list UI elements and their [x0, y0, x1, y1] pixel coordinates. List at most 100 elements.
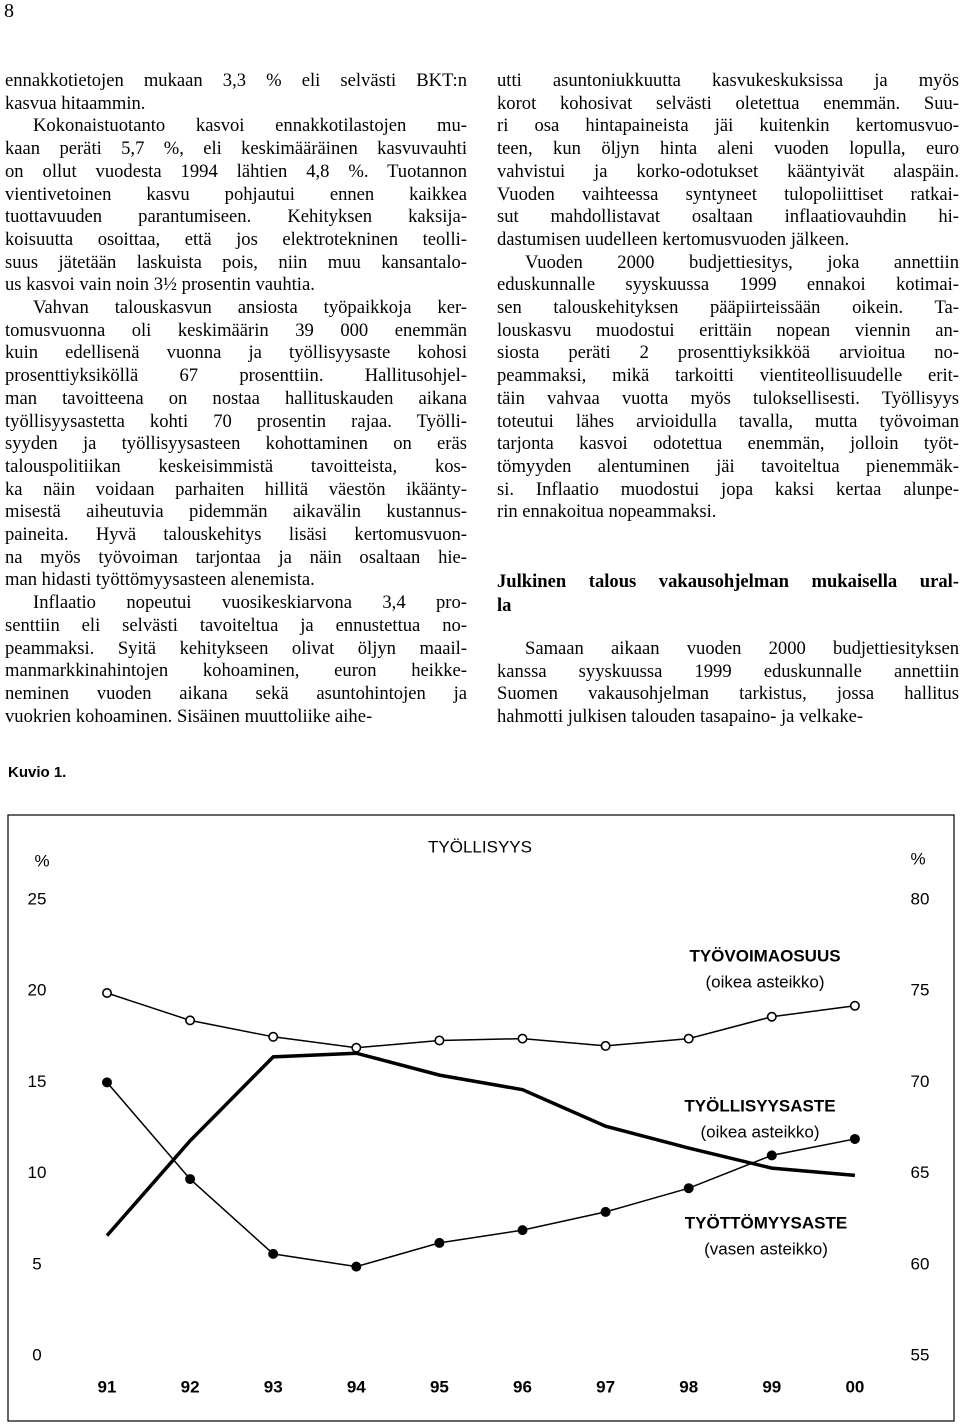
- y-tick-label: 15: [28, 1072, 47, 1091]
- text-line: Samaan aikaan vuoden 2000 budjettiesityk…: [525, 638, 959, 659]
- text-line: Vuoden vaihteessa syntyneet tulopoliitti…: [497, 183, 959, 205]
- y2-tick-label: 80: [911, 889, 930, 908]
- text-line: sen talouskehityksen pääpiirteissään oik…: [497, 297, 959, 318]
- text-line: kaan peräti 5,7 %, eli keskimääräinen ka…: [5, 138, 467, 160]
- y2-tick-label: 65: [911, 1163, 930, 1182]
- text-line: us kasvoi vain noin 3½ prosentin vauhtia…: [5, 274, 315, 296]
- data-point: [268, 1248, 279, 1259]
- text-line: ri osa hintapaineista jäi kuitenkin kert…: [497, 115, 959, 137]
- text-line: Vuoden 2000 budjettiesitys, joka annetti…: [525, 251, 959, 273]
- y-tick-label: 5: [32, 1254, 41, 1273]
- data-point: [600, 1206, 611, 1217]
- chart-title: TYÖLLISYYS: [428, 837, 532, 856]
- text-line: eduskunnalle syyskuussa 1999 ennakoi kot…: [497, 274, 959, 296]
- text-line: siosta peräti 2 prosenttiyksikköä arvioi…: [497, 342, 959, 364]
- data-point: [849, 1133, 860, 1144]
- text-line: na myös työvoiman tarjontaa ja näin osal…: [5, 546, 467, 568]
- x-tick-label: 00: [845, 1377, 864, 1396]
- text-line: senttiin eli selvästi tavoiteltua ja enn…: [5, 614, 467, 636]
- series-label: TYÖVOIMAOSUUS: [689, 946, 840, 965]
- y2-tick-label: 70: [911, 1072, 930, 1091]
- series-line: [105, 1051, 856, 1237]
- y2-axis-label: %: [910, 849, 925, 868]
- x-tick-label: 91: [98, 1377, 117, 1396]
- text-line: tomusvuonna oli keskimäärin 39 000 enemm…: [5, 319, 467, 341]
- x-tick-label: 96: [513, 1377, 532, 1396]
- series-note: (oikea asteikko): [705, 972, 824, 991]
- text-line: kuin edellisenä vuonna ja työllisyysaste…: [5, 342, 467, 364]
- text-line: kanssa syyskuussa 1999 eduskunnalle anne…: [497, 660, 959, 682]
- text-line: prosenttiyksiköllä 67 prosenttiin. Halli…: [5, 365, 467, 387]
- series-label: TYÖLLISYYSASTE: [684, 1096, 835, 1115]
- text-line: man tavoitteena on nostaa hallituskauden…: [5, 387, 467, 409]
- y-tick-label: 0: [32, 1345, 41, 1364]
- text-line: tuottavuuden parantumiseen. Kehityksen k…: [5, 206, 467, 228]
- text-line: ennakkotietojen mukaan 3,3 % eli selväst…: [5, 70, 467, 91]
- data-point: [185, 1174, 196, 1185]
- text-line: rin ennakoitua nopeammaksi.: [497, 501, 717, 523]
- y-axis-label: %: [34, 851, 49, 870]
- text-line: neminen vuoden aikana sekä asuntohintoje…: [5, 682, 467, 704]
- data-point: [766, 1150, 777, 1161]
- data-point: [434, 1035, 445, 1046]
- text-line: vuokrien kohoaminen. Sisäinen muuttoliik…: [5, 705, 373, 727]
- section-heading: Julkinen talous vakausohjelman mukaisell…: [497, 571, 959, 592]
- series-note: (vasen asteikko): [704, 1239, 828, 1258]
- text-line: misestä aiheutuvia pidemmän aikavälin ku…: [5, 501, 467, 523]
- data-point: [268, 1031, 279, 1042]
- text-line: sut mahdollistavat osaltaan inflaatiovau…: [497, 206, 959, 228]
- text-line: tarjonta kasvoi odotettua enemmän, jollo…: [497, 433, 959, 455]
- data-point: [517, 1033, 528, 1044]
- text-line: Kokonaistuotanto kasvoi ennakkotilastoje…: [33, 115, 467, 137]
- page-number: 8: [4, 0, 14, 22]
- text-line: vientivetoinen kasvu pohjautui ennen kai…: [5, 183, 467, 205]
- series-note: (oikea asteikko): [700, 1122, 819, 1141]
- text-line: louskasvu muodostui erittäin nopean vien…: [497, 319, 959, 341]
- text-line: on ollut vuodesta 1994 lähtien 4,8 %. Tu…: [5, 160, 467, 182]
- x-tick-label: 93: [264, 1377, 283, 1396]
- text-line: manmarkkinahintojen kohoaminen, euron he…: [5, 660, 467, 682]
- y2-tick-label: 60: [911, 1254, 930, 1273]
- chart-frame: [7, 814, 955, 1422]
- text-line: ka näin voidaan parhaiten hillitä väestö…: [5, 478, 467, 500]
- text-line: työllisyysastetta kohti 70 prosentin raj…: [5, 410, 467, 432]
- x-tick-label: 94: [347, 1377, 366, 1396]
- y-tick-label: 20: [28, 981, 47, 1000]
- text-line: teen, kun öljyn hinta aleni vuoden lopul…: [497, 138, 959, 160]
- data-point: [102, 1077, 113, 1088]
- series-line: [106, 1081, 856, 1268]
- data-point: [351, 1042, 362, 1053]
- y-tick-label: 25: [28, 889, 47, 908]
- text-line: syyden ja työllisyysasteen kohottaminen …: [5, 433, 467, 455]
- data-point: [683, 1183, 694, 1194]
- text-line: toteutui lähes arvioidulla tavalla, mutt…: [497, 410, 959, 432]
- text-line: Suomen vakausohjelman tarkistus, jossa h…: [497, 683, 959, 705]
- section-heading: la: [497, 595, 512, 616]
- text-line: tömyyden alentuminen jäi tavoiteltua pie…: [497, 455, 959, 477]
- data-point: [849, 1000, 860, 1011]
- y2-tick-label: 75: [911, 981, 930, 1000]
- text-line: peammaksi. Syitä kehitykseen olivat öljy…: [5, 637, 467, 659]
- data-point: [600, 1040, 611, 1051]
- data-point: [434, 1237, 445, 1248]
- text-line: si. Inflaatio muodostui jopa kaksi kerta…: [497, 478, 959, 500]
- text-line: korot kohosivat selvästi oletettua enemm…: [497, 92, 959, 114]
- data-point: [517, 1225, 528, 1236]
- text-line: peammaksi, mikä tarkoitti vientiteollisu…: [497, 365, 959, 387]
- text-line: paineita. Hyvä talouskehitys lisäsi kert…: [5, 524, 467, 545]
- text-line: Inflaatio nopeutui vuosikeskiarvona 3,4 …: [33, 592, 467, 614]
- x-tick-label: 98: [679, 1377, 698, 1396]
- series-line: [106, 992, 855, 1049]
- text-line: utti asuntoniukkuutta kasvukeskuksissa j…: [497, 70, 959, 91]
- y2-tick-label: 55: [911, 1345, 930, 1364]
- x-tick-label: 92: [181, 1377, 200, 1396]
- data-point: [766, 1011, 777, 1022]
- text-line: hahmotti julkisen talouden tasapaino- ja…: [497, 706, 864, 728]
- text-line: kasvua hitaammin.: [5, 92, 146, 114]
- text-line: suus jätetään laskuista pois, niin muu k…: [5, 251, 467, 273]
- text-line: man hidasti työttömyysasteen alenemista.: [5, 569, 315, 591]
- text-line: koisuutta osoittaa, että jos elektrotekn…: [5, 228, 467, 250]
- x-tick-label: 95: [430, 1377, 449, 1396]
